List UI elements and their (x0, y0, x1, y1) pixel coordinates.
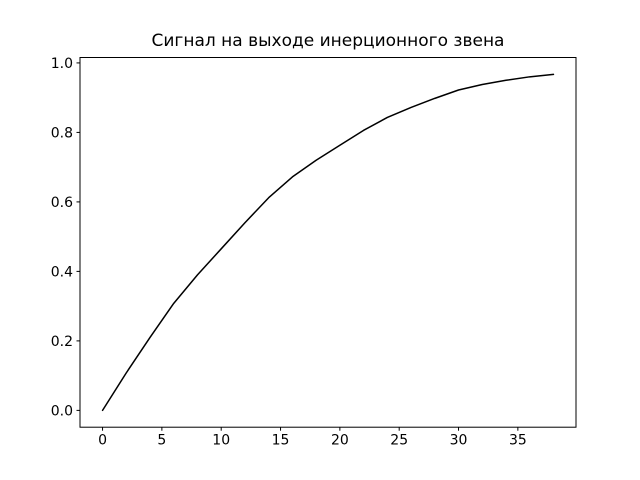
x-tick-label: 35 (509, 433, 527, 449)
chart-title: Сигнал на выходе инерционного звена (152, 31, 505, 51)
x-tick-label: 0 (98, 433, 107, 449)
x-tick-label: 30 (450, 433, 468, 449)
y-tick-label: 0.4 (51, 264, 73, 280)
x-tick-label: 5 (157, 433, 166, 449)
x-tick-label: 10 (212, 433, 230, 449)
series-layer (101, 73, 555, 412)
y-tick-label: 0.6 (51, 195, 73, 211)
x-tick-label: 25 (390, 433, 408, 449)
signal-line (101, 73, 555, 412)
y-tick-label: 0.2 (51, 334, 73, 350)
y-tick-label: 0.0 (51, 403, 73, 419)
axes-frame (79, 57, 577, 428)
y-tick-label: 1.0 (51, 56, 73, 72)
x-tick-label: 20 (331, 433, 349, 449)
ticks-layer: 0 5 10 15 20 25 30 35 0.0 0.2 0.4 0.6 0.8 1.0 (51, 56, 527, 449)
x-tick-label: 15 (272, 433, 290, 449)
y-tick-label: 0.8 (51, 125, 73, 141)
